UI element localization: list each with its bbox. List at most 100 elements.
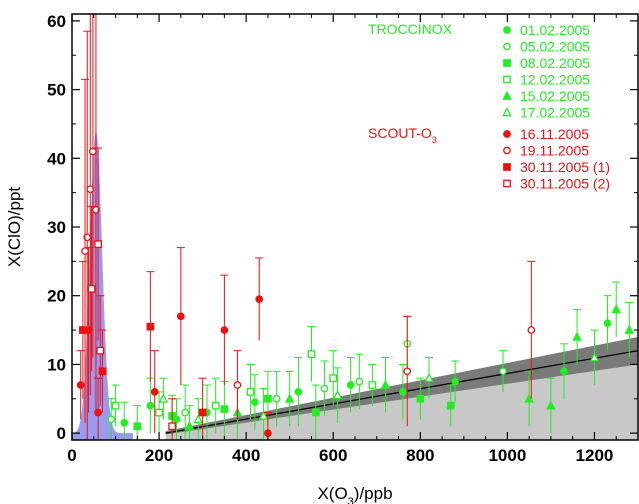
legend-marker [502, 107, 512, 117]
data-point [158, 393, 169, 403]
data-point [332, 389, 343, 400]
y-tick-label: 40 [47, 149, 66, 168]
data-point [220, 326, 229, 334]
data-point [94, 240, 102, 249]
data-point [499, 367, 507, 376]
series-30-11-2005-1- [78, 260, 207, 440]
series-19-11-2005 [81, 14, 536, 440]
data-point [89, 147, 97, 156]
data-point [146, 401, 155, 410]
data-point [181, 408, 190, 417]
legend-entry-label: 15.02.2005 [520, 88, 590, 104]
data-point [527, 326, 536, 334]
y-tick-label: 20 [47, 287, 66, 306]
legend-entry-label: 30.11.2005 (1) [520, 159, 610, 175]
legend-marker [503, 130, 511, 138]
data-point [572, 331, 582, 341]
data-point [560, 367, 568, 376]
data-point [255, 295, 264, 303]
data-point [111, 401, 120, 410]
x-tick-label: 0 [67, 446, 76, 465]
y-tick-label: 50 [47, 81, 66, 100]
legend-group-label: TROCCINOX [368, 21, 453, 37]
series-12-02-2005 [111, 326, 377, 434]
legend-entry-label: 19.11.2005 [520, 143, 589, 159]
data-point [294, 388, 303, 396]
legend-entry-label: 16.11.2005 [520, 126, 589, 142]
y-tick-label: 30 [47, 218, 66, 237]
dark-uncertainty-band [165, 336, 638, 435]
data-point [307, 350, 316, 358]
data-point [92, 205, 100, 214]
y-tick-label: 0 [57, 424, 66, 443]
legend-entry-label: 17.02.2005 [520, 105, 590, 121]
series-17-02-2005 [158, 329, 600, 440]
x-tick-label: 400 [232, 446, 260, 465]
data-point [329, 374, 338, 383]
data-point [211, 401, 220, 410]
legend-marker [503, 26, 511, 34]
legend-entry-label: 05.02.2005 [520, 39, 590, 55]
legend-entry-label: 01.02.2005 [520, 22, 590, 38]
data-point [198, 408, 207, 417]
data-point [624, 324, 635, 334]
legend-marker [503, 59, 511, 67]
data-point [86, 185, 95, 194]
legend-entry-label: 08.02.2005 [520, 55, 590, 71]
data-point [94, 408, 102, 417]
data-point [320, 384, 329, 393]
data-point [272, 394, 281, 403]
data-point [284, 393, 295, 403]
data-point [133, 422, 142, 431]
data-point [98, 367, 107, 376]
data-point [146, 322, 155, 331]
data-point [233, 381, 242, 389]
data-point [220, 405, 229, 413]
data-point [107, 415, 116, 424]
data-point [155, 408, 163, 417]
legend-entry-label: 12.02.2005 [520, 72, 590, 88]
data-point [251, 398, 259, 407]
legend-marker [503, 42, 511, 51]
light-uncertainty-band [165, 364, 638, 440]
legend-group-label: SCOUT-O3 [368, 125, 437, 145]
data-point [176, 312, 185, 321]
data-point [81, 247, 89, 255]
data-point [446, 401, 455, 410]
data-point [355, 377, 364, 386]
y-tick-label: 60 [47, 12, 66, 31]
data-point [264, 394, 272, 403]
data-point [76, 381, 85, 389]
x-tick-label: 1200 [576, 446, 614, 465]
data-point [546, 400, 556, 410]
data-point [120, 418, 129, 427]
data-point [416, 394, 425, 403]
data-point [311, 408, 320, 417]
y-axis-label: X(ClO)/ppt [5, 187, 24, 268]
x-tick-label: 800 [406, 446, 434, 465]
data-point [589, 352, 600, 362]
legend-marker [503, 75, 511, 84]
data-point [264, 429, 272, 437]
data-point [403, 367, 412, 376]
legend-marker [503, 163, 511, 171]
data-point [168, 422, 176, 431]
data-point [246, 388, 255, 396]
x-tick-label: 1000 [488, 446, 526, 465]
series-16-11-2005 [76, 247, 272, 440]
x-tick-label: 200 [145, 446, 173, 465]
legend-marker [502, 90, 512, 100]
y-tick-label: 10 [47, 355, 66, 374]
data-point [193, 413, 204, 424]
data-point [380, 379, 391, 389]
data-point [399, 388, 407, 396]
data-point [96, 346, 105, 355]
x-tick-label: 600 [319, 446, 347, 465]
legend-marker [503, 146, 511, 155]
legend-entry-label: 30.11.2005 (2) [520, 176, 610, 192]
series-30-11-2005-2- [87, 147, 177, 440]
legend-marker [503, 179, 511, 188]
data-point [184, 420, 195, 431]
data-point [79, 326, 87, 334]
